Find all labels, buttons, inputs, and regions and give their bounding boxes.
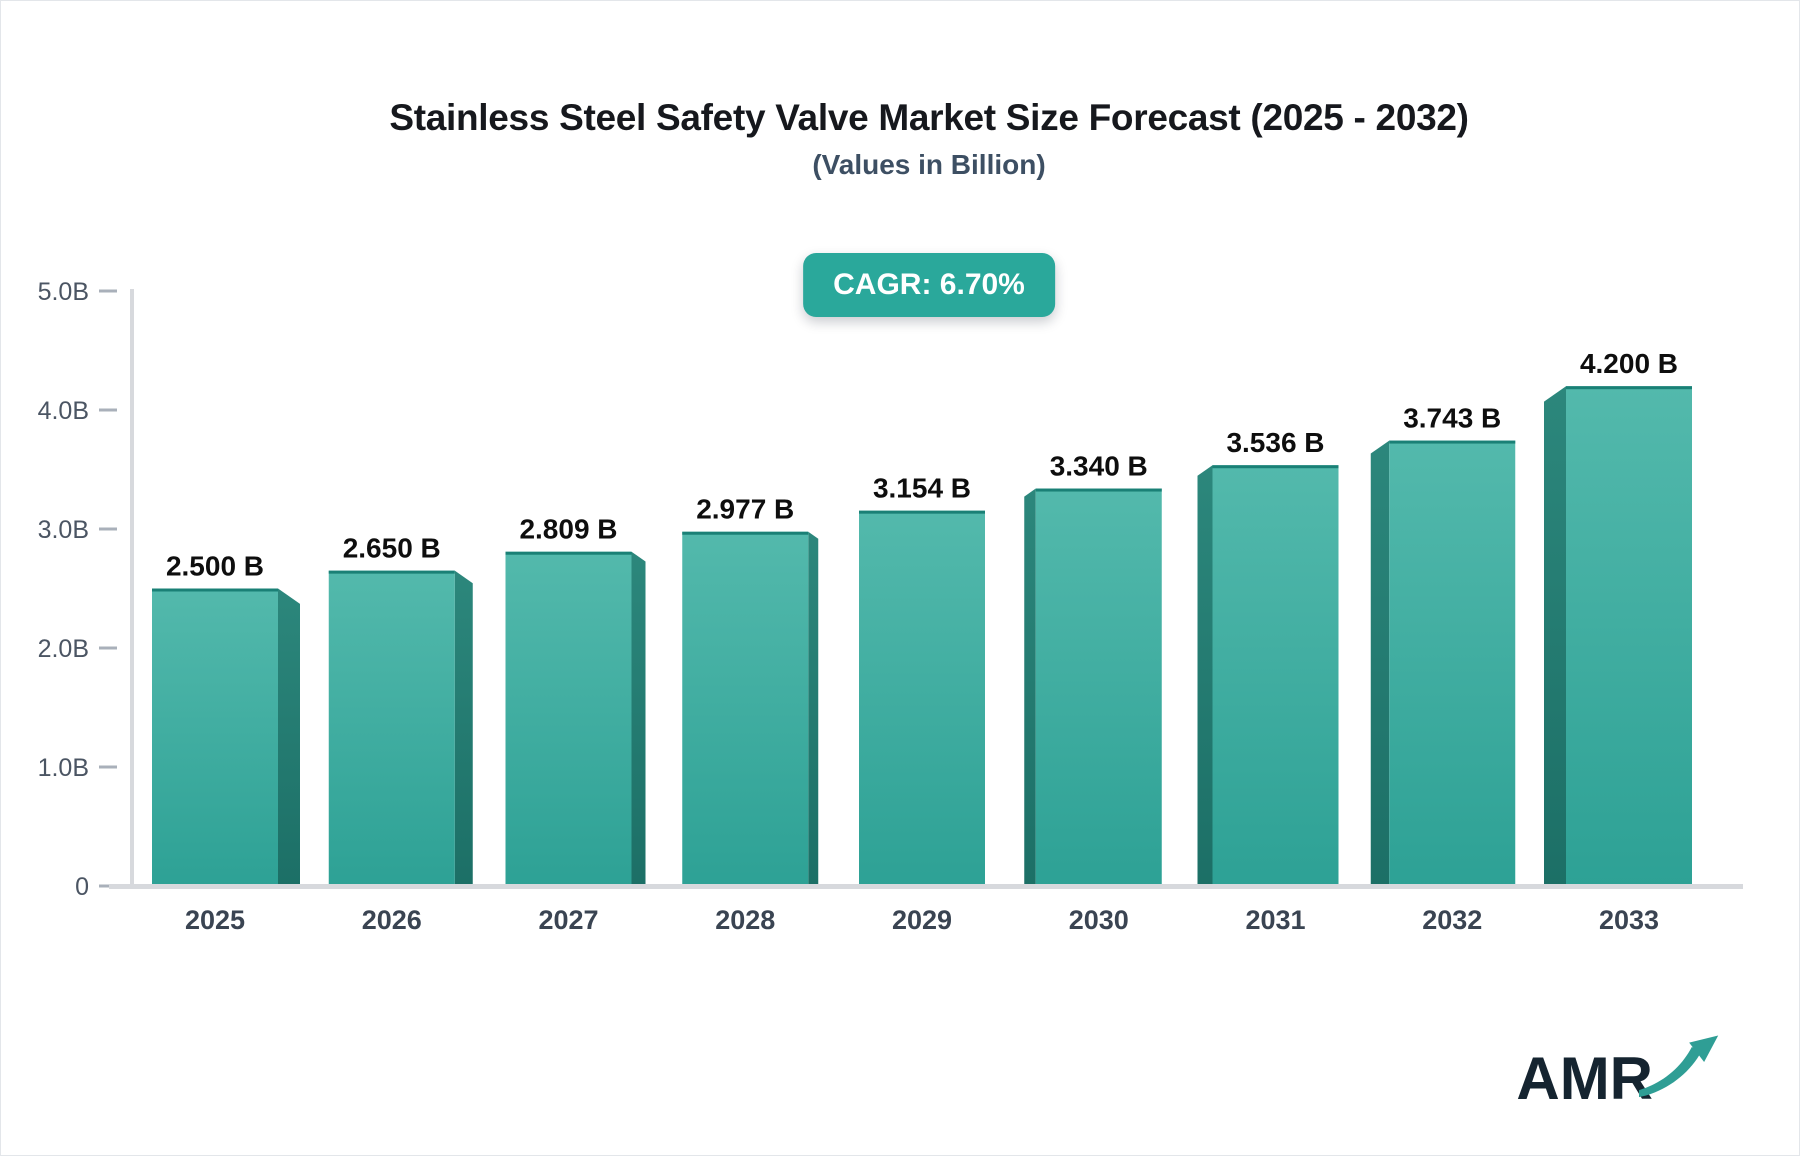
x-axis-label: 2031 [1245,905,1305,935]
amr-logo: AMR [1516,1027,1727,1109]
bar-2033 [1566,386,1692,888]
bar-top-rim [1035,488,1162,492]
bar-2030 [1035,488,1162,888]
x-axis-label: 2030 [1069,905,1129,935]
bar-2031 [1212,465,1339,888]
bar-value-label: 2.650 B [343,533,441,564]
x-axis-label: 2032 [1422,905,1482,935]
bar-value-label: 2.977 B [696,494,794,525]
y-tick-label: 5.0B [38,278,89,306]
bar-side-face [1544,386,1566,888]
page-title: Stainless Steel Safety Valve Market Size… [389,97,1469,138]
y-tick [99,884,117,888]
bar-side-face [1370,440,1390,888]
bar-top-rim [328,570,455,574]
bar-top-rim [505,551,632,555]
bar-top-rim [152,588,278,592]
bar-value-label: 4.200 B [1580,348,1678,379]
bar-2025 [152,588,278,888]
bar-value-label: 2.500 B [166,551,264,582]
bar-value-label: 3.743 B [1403,403,1501,434]
bar-side-face [1197,465,1213,888]
bar-2027 [505,551,632,888]
y-tick-label: 0 [75,873,89,901]
bar-2026 [328,570,455,888]
bar-2029 [859,510,985,888]
y-tick-label: 2.0B [38,635,89,663]
y-tick [99,646,117,650]
y-tick [99,408,117,412]
bar-value-label: 3.536 B [1226,427,1324,458]
bar-side-face [631,551,646,888]
bar-2032 [1389,440,1516,888]
bar-side-face [1024,488,1036,888]
growth-arrow-icon [1639,1035,1719,1098]
chart-subtitle: (Values in Billion) [812,149,1046,180]
bar-value-label: 3.340 B [1050,451,1148,482]
bar-top-rim [859,510,985,514]
y-axis-line [130,289,134,887]
bar-top-rim [682,531,809,535]
x-axis-label: 2027 [538,905,598,935]
x-axis-label: 2026 [362,905,422,935]
x-axis-label: 2028 [715,905,775,935]
y-tick [99,289,117,293]
y-tick-label: 3.0B [38,516,89,544]
cagr-badge: CAGR: 6.70% [803,253,1055,317]
x-axis-line [109,884,1743,889]
x-axis-label: 2025 [185,905,245,935]
x-axis-label: 2029 [892,905,952,935]
bar-side-face [454,570,473,888]
bar-side-face [278,588,300,888]
bar-top-rim [1389,440,1516,444]
amr-logo-text: AMR [1516,1045,1653,1112]
bar-value-label: 2.809 B [519,514,617,545]
bar-side-face [808,531,819,888]
x-axis-label: 2033 [1599,905,1659,935]
y-tick-label: 4.0B [38,397,89,425]
bar-2028 [682,531,809,888]
bar-top-rim [1566,386,1692,390]
bar-top-rim [1212,465,1339,469]
y-tick-label: 1.0B [38,754,89,782]
y-tick [99,527,117,531]
y-tick [99,765,117,769]
bar-value-label: 3.154 B [873,473,971,504]
